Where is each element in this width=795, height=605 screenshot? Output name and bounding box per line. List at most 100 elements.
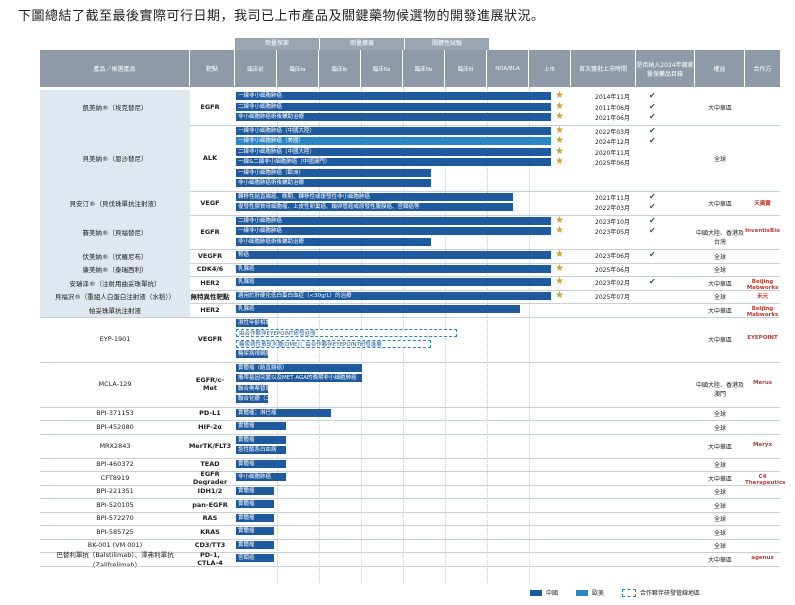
drug-name: BPI-371153: [96, 409, 134, 418]
row-separator: [40, 457, 780, 459]
phase-group-2: 關鍵性試驗: [405, 38, 489, 50]
rights-region: 全球: [713, 516, 726, 524]
approval-date: 2011年06月: [595, 104, 630, 112]
legend-china-label: 中國: [546, 590, 559, 597]
drug-name: 巴替利單抗（Balstilimab）、澤弗利單抗（Zalifrelimab）: [56, 550, 174, 569]
row-separator: [40, 484, 780, 486]
drug-name: BK-001 (VM 001): [87, 541, 143, 550]
nrdl-check: ✔: [649, 91, 656, 100]
partner-logo: Merus: [752, 380, 773, 386]
row-separator: [40, 361, 780, 363]
drug-name: 康美納®（泰瑞西利）: [40, 262, 190, 276]
pipeline-bar: 聯合奧希替尼（一線治療）: [236, 384, 268, 393]
rights-region: 大中華區: [707, 556, 732, 564]
drug-name: BPI-452080: [96, 422, 134, 431]
header-first-approval: 首次獲批上市時間: [571, 50, 635, 87]
launched-star: ★: [555, 249, 564, 260]
row-separator: [40, 406, 780, 408]
approval-date: 2023年02月: [595, 280, 630, 287]
launched-star: ★: [555, 225, 564, 236]
launched-star: ★: [555, 289, 564, 301]
pipeline-bar: 一線非小細胞肺癌: [236, 92, 551, 100]
approval-date: 2025年07月: [595, 293, 630, 301]
drug-name: 賽美納®（貝福替尼）: [40, 214, 190, 249]
drug-target: KRAS: [200, 527, 220, 536]
drug-name: BPI-585725: [96, 527, 134, 536]
rights-region: 全球: [713, 489, 726, 497]
nrdl-check: ✔: [649, 101, 656, 111]
pipeline-bar: 急性髓系白血病: [236, 446, 286, 454]
drug-name: BPI-221351: [96, 487, 134, 496]
approval-date: 2025年06月: [595, 160, 630, 167]
row-separator: [40, 420, 780, 421]
drug-name: BPI-520105: [96, 500, 134, 509]
approval-date: 2023年05月: [595, 229, 630, 236]
legend-partner-swatch: [622, 588, 637, 597]
approval-date: 2022年03月: [595, 128, 630, 136]
drug-target: MerTK/FLT3: [188, 441, 232, 450]
pipeline-bar: 一線非小細胞肺癌: [236, 227, 551, 235]
nrdl-check: ✔: [649, 136, 656, 145]
pipeline-bar: 腎癌: [236, 251, 551, 259]
legend-us-label: 歐美: [592, 590, 605, 597]
nrdl-check: ✔: [649, 202, 656, 211]
rights-region: 全球: [713, 543, 726, 551]
drug-target: EGFR/c-Met: [195, 376, 225, 392]
rights-region: 大中華區: [707, 443, 732, 451]
partner-logo: 禾元: [756, 294, 768, 301]
drug-target: CDK4/6: [196, 265, 224, 274]
phase-guide: [487, 87, 488, 583]
rights-region: 全球: [713, 267, 726, 275]
header-phase-3: 臨床IIa: [361, 50, 402, 87]
drug-name: CFT8919: [100, 473, 130, 482]
header-phase-1: 臨床Ia: [277, 50, 318, 87]
rights-region: 中國大陸、香港及澳門: [695, 382, 744, 398]
pipeline-bar: 非小細胞肺癌: [236, 473, 286, 481]
approval-date: 2021年06月: [595, 115, 630, 122]
legend-partner-label: 合作夥伴研發管線地區: [640, 590, 701, 597]
drug-target: EGFR Degrader: [192, 469, 228, 486]
launched-star: ★: [555, 111, 564, 122]
drug-name: 安瑞泽®（注射用曲妥珠單抗）: [40, 276, 190, 290]
rights-region: 全球: [713, 253, 726, 261]
drug-target: HER2: [200, 278, 220, 287]
drug-name: 貝安汀®（貝伐珠單抗注射液）: [40, 190, 190, 215]
drug-target: VEGFR: [197, 335, 223, 343]
nrdl-check: ✔: [649, 125, 656, 135]
drug-name: 伏美納®（伏羅尼布）: [40, 249, 190, 263]
pipeline-bar: 實體瘤: [236, 486, 274, 495]
pipeline-bar: 二線非小細胞肺癌: [236, 102, 551, 111]
legend: 中國 歐美 合作夥伴研發管線地區: [530, 588, 700, 597]
row-separator: [40, 190, 780, 192]
launched-star: ★: [555, 214, 564, 226]
rights-region: 大中華區: [707, 200, 732, 208]
approval-date: 2023年06月: [595, 253, 630, 260]
rights-region: 全球: [713, 529, 726, 537]
phase-guide: [529, 87, 530, 583]
header-target: 靶點: [190, 50, 234, 87]
drug-target: HIF-2α: [198, 422, 222, 431]
drug-name: 凱美納®（埃克替尼）: [40, 90, 190, 125]
launched-star: ★: [555, 100, 564, 112]
pipeline-bar: 非小細胞肺癌術後輔助治療: [236, 179, 431, 187]
approval-date: 2021年11月: [595, 194, 630, 202]
rights-region: 全球: [713, 155, 726, 163]
rights-region: 大中華區: [707, 337, 732, 344]
rights-region: 大中華區: [707, 280, 732, 288]
row-separator: [40, 249, 780, 250]
approval-date: 2025年06月: [595, 266, 630, 274]
drug-name: EYP-1901: [99, 335, 131, 343]
nrdl-check: ✔: [649, 112, 656, 121]
header-partner: 合作方: [745, 50, 780, 87]
row-separator: [40, 276, 780, 277]
header-phase-5: 臨床III: [445, 50, 486, 87]
row-separator: [40, 511, 780, 513]
pipeline-bar: 二線非小細胞肺癌: [236, 216, 551, 225]
pipeline-bar: 乳腺癌: [236, 305, 520, 313]
drug-target: VEGF: [200, 198, 220, 207]
partner-logo: 天廣實: [754, 200, 771, 207]
drug-target: PD-L1: [199, 409, 221, 418]
launched-star: ★: [555, 276, 564, 287]
pipeline-bar: 實體瘤: [236, 540, 274, 549]
header-phase-4: 臨床IIb: [403, 50, 444, 87]
